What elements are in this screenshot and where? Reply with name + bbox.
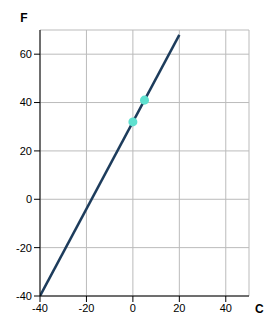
svg-text:40: 40 — [220, 302, 232, 314]
svg-text:C: C — [255, 302, 264, 316]
svg-text:-40: -40 — [32, 302, 48, 314]
svg-text:60: 60 — [20, 48, 32, 60]
svg-text:F: F — [20, 11, 27, 25]
svg-text:-20: -20 — [78, 302, 94, 314]
svg-text:0: 0 — [26, 193, 32, 205]
svg-text:-40: -40 — [16, 290, 32, 302]
svg-text:40: 40 — [20, 96, 32, 108]
svg-text:0: 0 — [130, 302, 136, 314]
svg-text:-20: -20 — [16, 242, 32, 254]
svg-text:20: 20 — [173, 302, 185, 314]
svg-text:20: 20 — [20, 145, 32, 157]
